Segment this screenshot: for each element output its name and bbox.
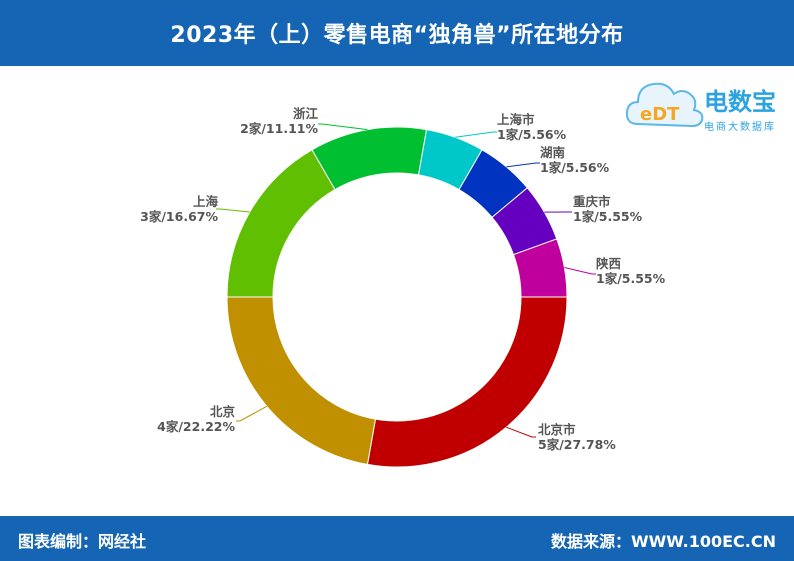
logo-name: 电数宝 bbox=[704, 88, 776, 116]
slice-label-name: 陕西 bbox=[596, 256, 621, 271]
slice-label-name: 北京市 bbox=[538, 422, 576, 437]
slice-label-value: 1家/5.56% bbox=[497, 127, 567, 142]
leader-line bbox=[216, 208, 250, 213]
slice-label-value: 2家/11.11% bbox=[240, 121, 318, 136]
slice-label-name: 上海 bbox=[193, 194, 219, 209]
leader-line bbox=[564, 267, 596, 275]
leader-line bbox=[236, 405, 268, 422]
slice-label-value: 1家/5.55% bbox=[573, 209, 643, 224]
slice-label-value: 3家/16.67% bbox=[140, 209, 218, 224]
slice-label-value: 5家/27.78% bbox=[538, 437, 616, 452]
leader-line bbox=[318, 123, 368, 131]
footer-source: 数据来源：WWW.100EC.CN bbox=[550, 532, 776, 551]
footer-compiler: 图表编制：网经社 bbox=[18, 532, 147, 551]
slice-label-value: 1家/5.56% bbox=[540, 160, 610, 175]
slice-label-name: 浙江 bbox=[293, 106, 319, 121]
chart-title-bar: 2023年（上）零售电商“独角兽”所在地分布 bbox=[0, 0, 794, 66]
footer-bar: 图表编制：网经社 数据来源：WWW.100EC.CN bbox=[0, 516, 794, 561]
chart-title: 2023年（上）零售电商“独角兽”所在地分布 bbox=[170, 23, 624, 48]
logo-subtitle: 电商大数据库 bbox=[704, 122, 776, 133]
leader-line bbox=[455, 131, 497, 138]
leader-line bbox=[506, 426, 536, 438]
pie-slice bbox=[311, 126, 428, 191]
leader-line bbox=[506, 162, 540, 168]
slice-label-name: 湖南 bbox=[540, 145, 566, 160]
slice-label-value: 1家/5.55% bbox=[596, 271, 666, 286]
pie-slice bbox=[226, 296, 377, 465]
slice-label-name: 重庆市 bbox=[573, 194, 611, 209]
pie-slice bbox=[512, 238, 568, 298]
slice-label-name: 上海市 bbox=[497, 112, 535, 127]
slice-label-value: 4家/22.22% bbox=[157, 419, 235, 434]
logo-mark: eDT bbox=[640, 104, 680, 125]
cloud-logo-icon: eDT bbox=[625, 82, 704, 128]
pie-slice bbox=[226, 149, 336, 298]
slice-label-name: 北京 bbox=[210, 404, 236, 419]
